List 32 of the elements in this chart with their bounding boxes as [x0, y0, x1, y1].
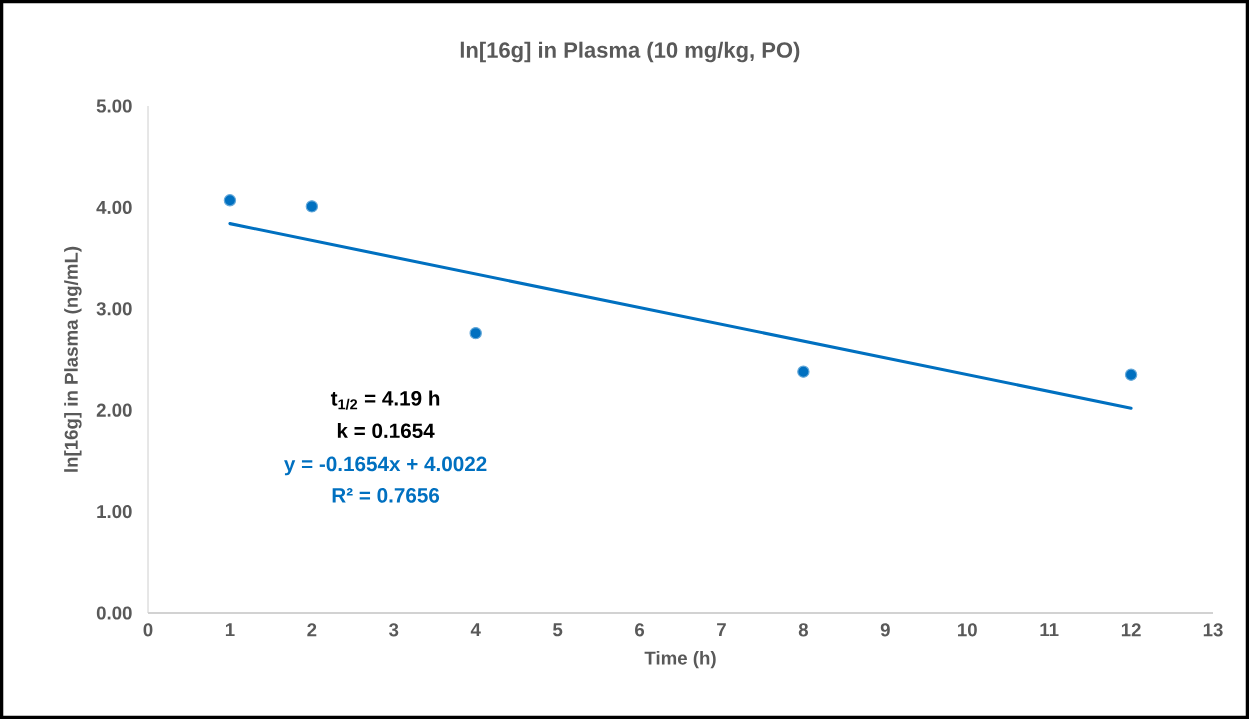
point: [1124, 368, 1138, 381]
point: [797, 365, 810, 378]
point: [223, 194, 237, 207]
y-tick-label: 2.00: [96, 403, 132, 417]
y-tick-label: 0.00: [96, 606, 132, 620]
x-tick-label: 8: [798, 623, 809, 637]
x-tick-label: 0: [143, 623, 153, 637]
point: [469, 326, 482, 340]
annotation: t$_{1/2}$ = 4.19 h: [330, 390, 440, 410]
x-tick-label: 5: [553, 623, 563, 637]
y-tick-label: 5.00: [96, 99, 132, 113]
x-tick-label: 11: [1040, 623, 1059, 637]
y-axis-title: ln[16g] in Plasma (ng/mL): [64, 246, 82, 472]
x-tick-label: 1: [225, 623, 235, 637]
x-tick-label: 10: [958, 623, 977, 637]
x-tick-label: 2: [307, 623, 317, 637]
x-tick-label: 9: [880, 623, 890, 637]
x-tick-label: 3: [389, 623, 399, 637]
annotation: y = -0.1654x + 4.0022: [284, 456, 487, 476]
y-tick-label: 4.00: [96, 200, 132, 215]
x-tick-label: 4: [470, 623, 481, 637]
chart-title: ln[16g] in Plasma (10 mg/kg, PO): [460, 41, 800, 63]
x-tick-label: 7: [717, 623, 726, 637]
x-tick-label: 6: [635, 623, 645, 637]
x-tick-label: 13: [1203, 623, 1223, 637]
annotation: k = 0.1654: [337, 422, 435, 439]
y-tick-label: 3.00: [96, 302, 132, 316]
x-tick-label: 12: [1121, 623, 1141, 637]
annotation: R² = 0.7656: [332, 488, 440, 503]
point: [305, 200, 319, 213]
y-tick-label: 1.00: [97, 504, 132, 519]
x-axis-title: Time (h): [644, 650, 716, 669]
